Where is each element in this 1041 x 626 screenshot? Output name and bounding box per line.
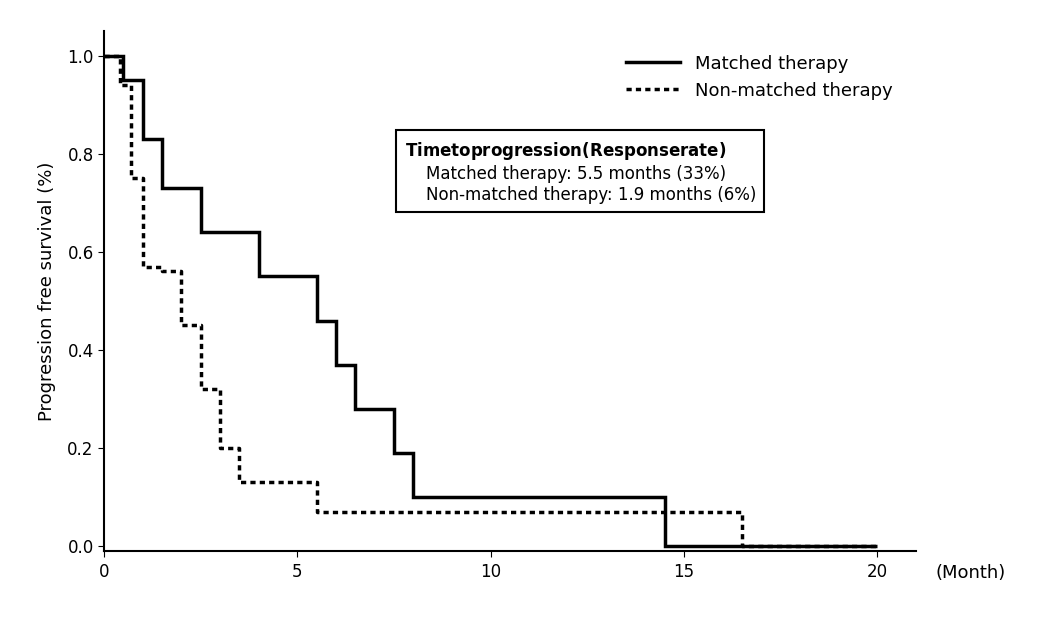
Text: $\bf{Time to progression (Response rate)}$
    Matched therapy: 5.5 months (33%): $\bf{Time to progression (Response rate)… xyxy=(405,140,756,204)
Y-axis label: Progression free survival (%): Progression free survival (%) xyxy=(39,162,56,421)
Text: (Month): (Month) xyxy=(936,564,1006,582)
Legend: Matched therapy, Non-matched therapy: Matched therapy, Non-matched therapy xyxy=(612,40,907,114)
